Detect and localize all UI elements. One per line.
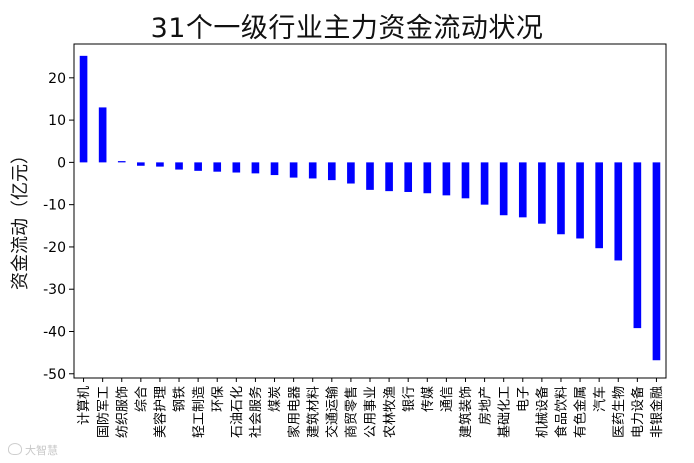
- x-tick-label: 公用事业: [364, 386, 379, 438]
- x-tick-label: 国防军工: [95, 386, 111, 438]
- bar-14: [327, 162, 336, 181]
- x-tick-label: 食品饮料: [554, 386, 570, 438]
- x-tick-label: 基础化工: [497, 386, 512, 438]
- y-tick-label: 0: [57, 155, 66, 171]
- x-tick-label: 钢铁: [173, 386, 188, 412]
- x-tick-label: 石油石化: [230, 386, 245, 438]
- x-tick-label: 轻工制造: [192, 386, 207, 438]
- x-tick-label: 计算机: [77, 386, 92, 425]
- x-tick-label: 美容护理: [153, 386, 169, 438]
- x-axis: 计算机 国防军工 纺织服饰 综合 美容护理 钢铁 轻工制造 环保 石油石化 社会服务 煤炭 家用电器建…: [77, 378, 665, 438]
- y-tick-label: -10: [43, 198, 66, 214]
- bar-24: [518, 162, 527, 218]
- y-tick-label: -30: [43, 282, 66, 298]
- x-tick-label: 有色金属: [573, 386, 589, 438]
- x-tick-label: 汽车: [592, 386, 608, 412]
- bar-1: [79, 55, 88, 163]
- x-tick-label: 交通运输: [324, 386, 340, 438]
- bar-11: [270, 162, 279, 176]
- bars-group: [79, 55, 661, 361]
- x-tick-label: 医药生物: [612, 386, 627, 438]
- watermark-text: 大智慧: [25, 444, 58, 457]
- bar-13: [308, 162, 317, 179]
- x-tick-label: 纺织服饰: [115, 386, 130, 438]
- bar-29: [614, 162, 623, 261]
- y-tick-label: -40: [43, 324, 66, 340]
- bar-30: [633, 162, 642, 329]
- bar-26: [557, 162, 565, 235]
- watermark: 大智慧: [8, 442, 58, 458]
- x-tick-label: 银行: [402, 386, 417, 412]
- x-tick-label: 传媒: [421, 386, 436, 412]
- bar-16: [366, 162, 374, 190]
- x-tick-label: 电子: [516, 386, 531, 412]
- bar-5: [156, 162, 164, 167]
- bar-18: [404, 162, 413, 192]
- bar-6: [175, 162, 183, 170]
- y-axis: -50 -40 -30 -20 -10 0 10 20: [43, 71, 74, 383]
- bar-15: [347, 162, 355, 184]
- x-tick-label: 家用电器: [286, 386, 302, 438]
- x-tick-label: 建筑装饰: [458, 386, 474, 438]
- x-tick-label: 非银金融: [649, 386, 665, 438]
- y-tick-label: -20: [43, 240, 66, 256]
- bar-2: [98, 107, 107, 163]
- x-tick-label: 环保: [211, 386, 226, 412]
- x-tick-label: 社会服务: [248, 386, 264, 438]
- bar-28: [595, 162, 603, 249]
- bar-7: [194, 162, 202, 171]
- plot-frame: [73, 43, 667, 379]
- y-tick-label: -50: [43, 367, 66, 383]
- bar-4: [137, 162, 145, 166]
- watermark-logo-icon: [8, 443, 22, 455]
- bar-8: [213, 162, 222, 172]
- x-tick-label: 综合: [135, 386, 150, 412]
- bar-27: [576, 162, 584, 239]
- y-tick-label: 20: [48, 71, 66, 87]
- x-tick-label: 煤炭: [268, 386, 283, 412]
- x-tick-label: 农林牧渔: [383, 386, 398, 438]
- x-tick-label: 房地产: [477, 386, 493, 425]
- x-tick-label: 机械设备: [535, 386, 551, 438]
- bar-9: [232, 162, 241, 173]
- chart-title: 31个一级行业主力资金流动状况: [150, 13, 544, 44]
- bar-22: [480, 162, 489, 205]
- x-tick-label: 通信: [440, 386, 455, 412]
- bar-3: [117, 161, 126, 163]
- bar-20: [442, 162, 451, 196]
- bar-12: [289, 162, 298, 178]
- bar-21: [461, 162, 470, 199]
- x-tick-label: 电力设备: [630, 386, 646, 438]
- x-tick-label: 商贸零售: [344, 386, 360, 438]
- bar-10: [251, 162, 260, 174]
- bar-23: [499, 162, 508, 216]
- bar-31: [652, 162, 661, 361]
- y-tick-label: 10: [48, 113, 66, 129]
- bar-17: [385, 162, 393, 192]
- x-tick-label: 建筑材料: [305, 386, 321, 438]
- bar-25: [538, 162, 546, 224]
- bar-19: [423, 162, 432, 194]
